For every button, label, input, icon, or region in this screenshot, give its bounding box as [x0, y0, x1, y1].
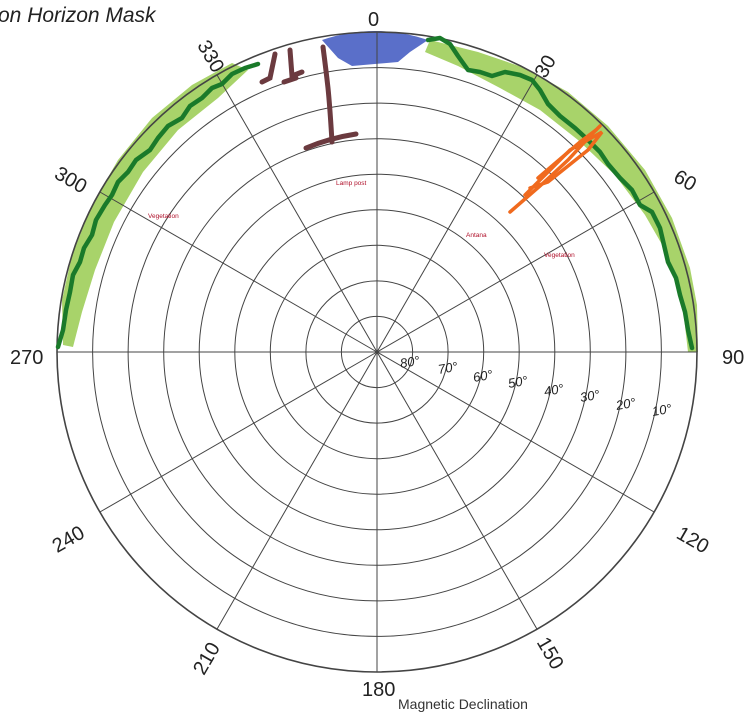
azimuth-label-210: 210 [189, 639, 225, 679]
diagram-footer: Magnetic Declination [398, 696, 528, 712]
azimuth-spoke [376, 351, 655, 513]
sky-obstruction-north [322, 31, 428, 66]
elevation-label-40: 40° [543, 381, 565, 399]
label-lamp-post: Lamp post [336, 180, 367, 187]
azimuth-spoke [376, 191, 655, 353]
elevation-label-20: 20° [614, 395, 637, 413]
elevation-label-60: 60° [472, 367, 494, 385]
elevation-label-50: 50° [507, 373, 529, 391]
azimuth-spoke [216, 74, 378, 353]
obstruction-labels: Lamp post Antana Vegetation Vegetation [148, 180, 575, 259]
diagram-title: on Horizon Mask [0, 4, 156, 27]
elevation-labels: 80° 70° 60° 50° 40° 30° 20° 10° [399, 353, 673, 419]
azimuth-spoke [376, 351, 538, 630]
elevation-label-80: 80° [399, 353, 421, 371]
vegetation-area-right [425, 40, 698, 352]
lamp-post-obstruction [259, 44, 359, 151]
elevation-label-10: 10° [651, 401, 673, 419]
azimuth-label-300: 300 [51, 162, 91, 198]
azimuth-spoke [99, 351, 378, 513]
label-vegetation-right: Vegetation [544, 252, 575, 259]
azimuth-spoke [376, 74, 538, 353]
label-antenna: Antana [466, 232, 487, 239]
label-vegetation-left: Vegetation [148, 213, 179, 220]
azimuth-label-0: 0 [368, 9, 379, 31]
azimuth-spoke [216, 351, 378, 630]
azimuth-label-270: 270 [10, 347, 43, 369]
azimuth-label-180: 180 [362, 679, 395, 701]
polar-grid [56, 31, 698, 673]
antenna-obstruction [508, 124, 604, 214]
horizon-mask-line [55, 35, 695, 351]
azimuth-label-90: 90 [722, 347, 744, 369]
elevation-label-30: 30° [579, 387, 601, 405]
vegetation-area-left [62, 63, 248, 347]
azimuth-label-60: 60 [670, 166, 700, 196]
azimuth-label-120: 120 [673, 522, 713, 558]
elevation-label-70: 70° [437, 359, 459, 377]
azimuth-label-150: 150 [532, 634, 568, 674]
azimuth-spoke [99, 191, 378, 353]
azimuth-label-240: 240 [49, 522, 89, 558]
